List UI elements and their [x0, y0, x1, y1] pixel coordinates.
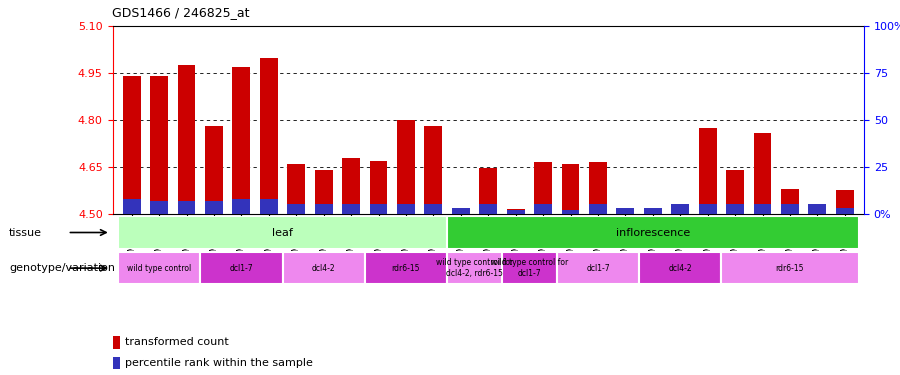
- Text: wild type control for
dcl4-2, rdr6-15: wild type control for dcl4-2, rdr6-15: [436, 258, 513, 278]
- Bar: [562, 164, 580, 214]
- Bar: [232, 199, 250, 214]
- Bar: [342, 158, 360, 214]
- Bar: [447, 216, 859, 249]
- Text: wild type control: wild type control: [127, 264, 192, 273]
- Bar: [150, 76, 168, 214]
- Bar: [177, 65, 195, 214]
- Bar: [502, 252, 557, 284]
- Bar: [562, 210, 580, 214]
- Bar: [397, 204, 415, 214]
- Bar: [480, 204, 497, 214]
- Bar: [287, 164, 305, 214]
- Bar: [112, 336, 120, 349]
- Bar: [616, 209, 634, 214]
- Bar: [589, 162, 607, 214]
- Bar: [150, 201, 168, 214]
- Bar: [177, 201, 195, 214]
- Bar: [507, 209, 525, 214]
- Bar: [836, 208, 854, 214]
- Bar: [753, 132, 771, 214]
- Text: rdr6-15: rdr6-15: [392, 264, 420, 273]
- Bar: [122, 199, 140, 214]
- Text: tissue: tissue: [9, 228, 42, 237]
- Bar: [364, 252, 447, 284]
- Bar: [722, 252, 859, 284]
- Bar: [644, 208, 662, 214]
- Bar: [112, 357, 120, 369]
- Bar: [698, 128, 716, 214]
- Bar: [698, 204, 716, 214]
- Text: dcl1-7: dcl1-7: [586, 264, 610, 273]
- Bar: [118, 252, 201, 284]
- Bar: [480, 168, 497, 214]
- Bar: [201, 252, 283, 284]
- Text: genotype/variation: genotype/variation: [9, 263, 115, 273]
- Bar: [425, 204, 442, 214]
- Bar: [122, 76, 140, 214]
- Bar: [370, 160, 388, 214]
- Bar: [557, 252, 639, 284]
- Bar: [342, 204, 360, 214]
- Text: dcl4-2: dcl4-2: [312, 264, 336, 273]
- Bar: [616, 208, 634, 214]
- Text: dcl4-2: dcl4-2: [669, 264, 692, 273]
- Bar: [315, 170, 333, 214]
- Bar: [452, 208, 470, 214]
- Bar: [287, 204, 305, 214]
- Text: rdr6-15: rdr6-15: [776, 264, 805, 273]
- Text: GDS1466 / 246825_at: GDS1466 / 246825_at: [112, 6, 250, 20]
- Bar: [753, 204, 771, 214]
- Bar: [260, 199, 278, 214]
- Bar: [260, 57, 278, 214]
- Text: inflorescence: inflorescence: [616, 228, 690, 237]
- Bar: [589, 204, 607, 214]
- Bar: [781, 204, 799, 214]
- Bar: [507, 210, 525, 214]
- Bar: [836, 190, 854, 214]
- Bar: [283, 252, 365, 284]
- Bar: [535, 204, 552, 214]
- Bar: [118, 216, 447, 249]
- Bar: [671, 207, 689, 214]
- Bar: [808, 204, 826, 214]
- Bar: [447, 252, 502, 284]
- Text: transformed count: transformed count: [125, 338, 229, 347]
- Text: wild type control for
dcl1-7: wild type control for dcl1-7: [491, 258, 568, 278]
- Bar: [535, 162, 552, 214]
- Bar: [639, 252, 722, 284]
- Bar: [644, 207, 662, 214]
- Bar: [452, 209, 470, 214]
- Bar: [808, 204, 826, 214]
- Bar: [315, 204, 333, 214]
- Bar: [726, 204, 744, 214]
- Bar: [726, 170, 744, 214]
- Bar: [425, 126, 442, 214]
- Bar: [397, 120, 415, 214]
- Text: leaf: leaf: [272, 228, 293, 237]
- Text: dcl1-7: dcl1-7: [230, 264, 253, 273]
- Bar: [205, 126, 223, 214]
- Text: percentile rank within the sample: percentile rank within the sample: [125, 358, 313, 368]
- Bar: [781, 189, 799, 214]
- Bar: [370, 204, 388, 214]
- Bar: [671, 204, 689, 214]
- Bar: [232, 67, 250, 214]
- Bar: [205, 201, 223, 214]
